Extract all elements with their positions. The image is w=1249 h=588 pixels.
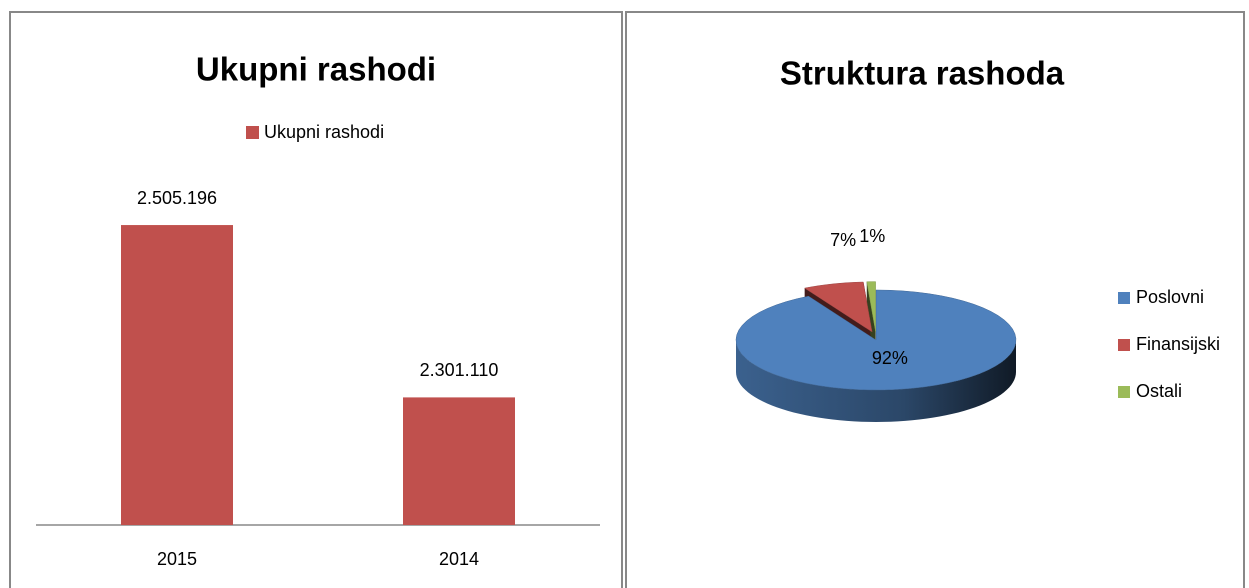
legend-swatch [246,126,259,139]
bar [403,397,515,525]
x-tick-label: 2015 [157,549,197,569]
bar [121,225,233,526]
legend-label: Finansijski [1136,334,1220,354]
chart-title: Struktura rashoda [780,55,1065,92]
left-panel [9,11,623,588]
legend-label: Ukupni rashodi [264,122,384,142]
legend-swatch [1118,386,1130,398]
chart-title: Ukupni rashodi [196,51,436,88]
pie-slice [803,281,873,333]
pie-slice [735,289,1017,391]
data-label: 92% [872,348,908,368]
data-label: 2.505.196 [137,188,217,208]
legend-label: Poslovni [1136,287,1204,307]
right-panel [625,11,1245,588]
pie-slice [866,281,876,332]
data-label: 7% [830,230,856,250]
x-tick-label: 2014 [439,549,479,569]
legend-swatch [1118,292,1130,304]
slice-side [736,340,1016,422]
data-label: 2.301.110 [420,360,499,380]
legend-swatch [1118,339,1130,351]
data-label: 1% [859,226,885,246]
legend-label: Ostali [1136,381,1182,401]
